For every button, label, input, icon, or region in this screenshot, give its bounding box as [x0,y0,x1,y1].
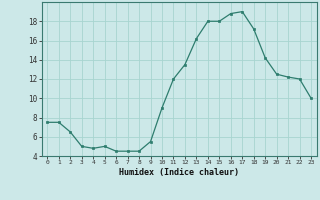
X-axis label: Humidex (Indice chaleur): Humidex (Indice chaleur) [119,168,239,177]
